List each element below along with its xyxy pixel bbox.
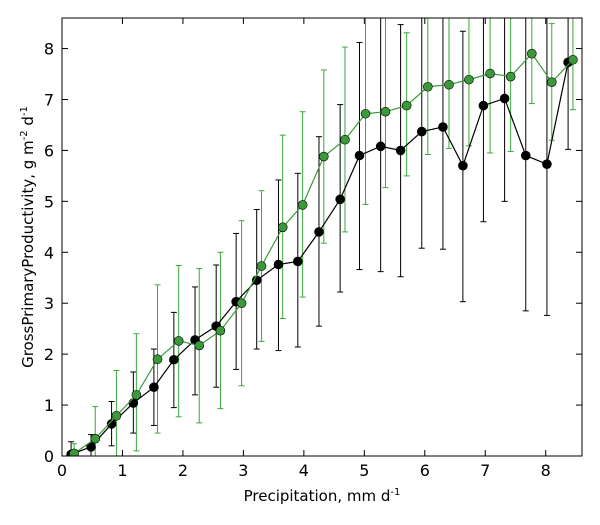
point-0-2 — [106, 419, 117, 429]
point-0-10 — [273, 259, 284, 270]
x-axis-label-text: Precipitation, mm d — [244, 487, 391, 505]
y-tick-label: 0 — [44, 447, 54, 466]
point-1-6 — [194, 340, 205, 351]
x-tick-label: 1 — [117, 461, 127, 480]
point-1-16 — [401, 100, 412, 111]
point-1-13 — [340, 134, 350, 145]
y-axis-label: GrossPrimaryProductivity, g m-2 d-1 — [19, 106, 37, 368]
y-tick-label: 7 — [44, 90, 54, 109]
point-1-0 — [69, 448, 79, 456]
point-1-5 — [173, 336, 184, 346]
point-0-17 — [416, 126, 427, 137]
plot-frame — [61, 17, 583, 457]
x-tick-label: 6 — [420, 461, 430, 480]
point-1-18 — [444, 79, 454, 90]
x-axis-label-sup: -1 — [390, 487, 400, 498]
point-1-9 — [256, 261, 267, 271]
y-tick-label: 4 — [44, 243, 54, 262]
point-1-17 — [423, 81, 433, 92]
point-1-1 — [90, 433, 101, 444]
point-1-20 — [485, 68, 495, 79]
point-1-19 — [464, 74, 474, 85]
point-0-4 — [149, 382, 159, 393]
point-0-12 — [314, 227, 324, 237]
point-1-15 — [380, 106, 391, 117]
y-axis-label-sup: -1 — [19, 106, 30, 116]
x-axis-label: Precipitation, mm d-1 — [244, 487, 401, 505]
point-1-10 — [277, 222, 288, 233]
y-tick-label: 2 — [44, 345, 54, 364]
x-tick-label: 2 — [178, 461, 188, 480]
x-tick-label: 8 — [541, 461, 551, 480]
y-tick-label: 6 — [44, 141, 54, 160]
point-0-18 — [438, 122, 448, 132]
point-0-5 — [169, 354, 179, 365]
point-0-23 — [542, 159, 552, 169]
point-0-11 — [293, 256, 303, 267]
x-tick-label: 7 — [480, 461, 490, 480]
point-1-14 — [360, 108, 371, 119]
y-axis-label-text: d — [19, 116, 37, 130]
y-tick-label: 3 — [44, 294, 54, 313]
x-tick-label: 3 — [238, 461, 248, 480]
point-1-7 — [215, 325, 226, 336]
point-1-4 — [152, 354, 163, 365]
point-0-3 — [128, 398, 139, 408]
point-1-24 — [568, 54, 578, 65]
y-axis-label-text: GrossPrimaryProductivity, g m — [19, 140, 37, 368]
point-0-20 — [478, 100, 489, 111]
point-1-12 — [319, 151, 329, 162]
point-0-15 — [375, 141, 386, 152]
point-1-8 — [236, 298, 247, 309]
x-tick-label: 4 — [299, 461, 309, 480]
point-0-13 — [335, 194, 345, 205]
point-0-22 — [520, 150, 531, 161]
x-tick-label: 5 — [359, 461, 369, 480]
point-0-19 — [458, 160, 468, 171]
point-0-14 — [354, 150, 365, 161]
point-0-21 — [499, 93, 510, 104]
y-tick-label: 8 — [44, 40, 54, 59]
point-0-16 — [395, 145, 406, 156]
y-tick-label: 1 — [44, 396, 54, 415]
point-1-3 — [131, 390, 142, 400]
point-1-22 — [527, 48, 537, 59]
point-1-23 — [546, 77, 557, 87]
y-tick-label: 5 — [44, 192, 54, 211]
series-line-group-1 — [69, 48, 578, 456]
x-tick-label: 0 — [57, 461, 67, 480]
plot-area — [66, 18, 578, 456]
series-line-group-0 — [66, 57, 573, 456]
point-1-11 — [297, 200, 308, 210]
point-1-2 — [111, 410, 122, 421]
y-axis-label-sup: -2 — [19, 130, 30, 140]
point-1-21 — [505, 71, 516, 82]
